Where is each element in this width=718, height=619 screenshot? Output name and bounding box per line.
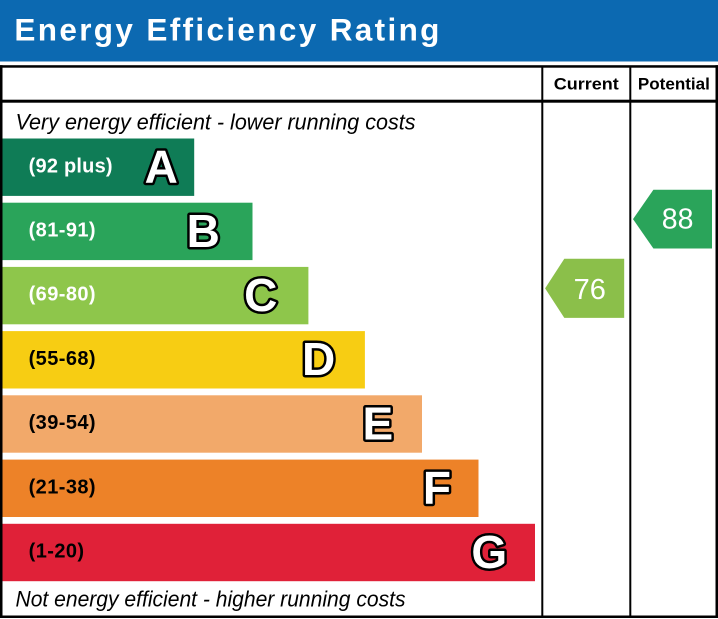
svg-text:E: E [362, 397, 393, 449]
svg-text:88: 88 [662, 204, 694, 236]
svg-text:F: F [423, 462, 451, 514]
svg-text:C: C [244, 269, 277, 321]
svg-text:Energy Efficiency Rating: Energy Efficiency Rating [14, 12, 439, 48]
svg-text:D: D [302, 333, 335, 385]
svg-text:(21-38): (21-38) [29, 476, 96, 498]
svg-text:B: B [187, 205, 220, 257]
svg-text:Not energy efficient - higher: Not energy efficient - higher running co… [16, 586, 406, 611]
svg-text:(55-68): (55-68) [29, 348, 96, 370]
svg-text:(39-54): (39-54) [29, 412, 96, 434]
svg-text:76: 76 [574, 274, 606, 306]
svg-text:(81-91): (81-91) [29, 220, 96, 242]
svg-text:Potential: Potential [638, 75, 710, 94]
svg-text:G: G [471, 526, 507, 578]
svg-text:A: A [145, 141, 178, 193]
svg-text:(92 plus): (92 plus) [29, 155, 113, 177]
svg-text:(69-80): (69-80) [29, 284, 96, 306]
svg-text:Current: Current [554, 75, 619, 94]
svg-text:(1-20): (1-20) [29, 541, 85, 563]
svg-text:Very energy efficient - lower: Very energy efficient - lower running co… [16, 110, 416, 135]
